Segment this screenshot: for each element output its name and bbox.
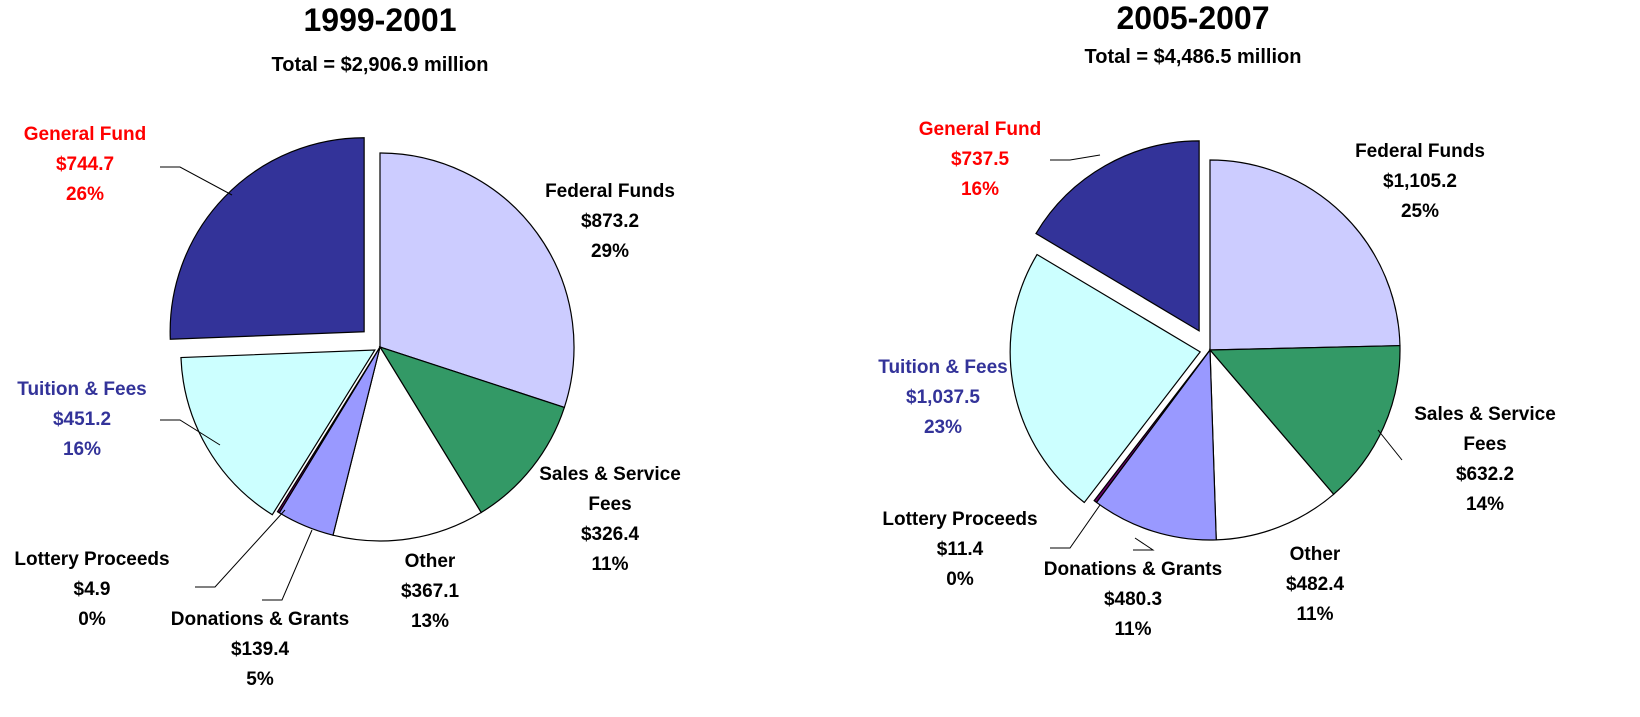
pie-slice bbox=[1208, 345, 1401, 496]
pie-slice bbox=[378, 345, 566, 514]
slice-value: $367.1 bbox=[400, 581, 460, 602]
slice-name: Federal Funds bbox=[1355, 141, 1485, 162]
leader-line bbox=[1377, 429, 1403, 461]
leader-line bbox=[160, 166, 233, 196]
pie-slice bbox=[1209, 159, 1401, 351]
slice-label: Sales & Service Fees $326.4 11% bbox=[525, 460, 695, 580]
pie-slice bbox=[1095, 348, 1217, 541]
leader-line bbox=[262, 529, 313, 601]
pie-slice bbox=[276, 346, 381, 514]
slice-value: $1,037.5 bbox=[906, 387, 980, 408]
slice-label: Federal Funds $873.2 29% bbox=[510, 177, 710, 267]
slice-label: Other $482.4 11% bbox=[1255, 540, 1375, 630]
slice-name: Donations & Grants bbox=[170, 609, 350, 630]
pie-slice bbox=[180, 349, 376, 516]
slice-label: Lottery Proceeds $4.9 0% bbox=[0, 545, 192, 635]
slice-value: $480.3 bbox=[1103, 589, 1163, 610]
slice-name: Lottery Proceeds bbox=[14, 549, 170, 570]
chart-title: 2005-2007 bbox=[1116, 0, 1270, 36]
slice-percent: 11% bbox=[591, 554, 629, 575]
slice-value: $11.4 bbox=[936, 539, 984, 560]
pie-slice bbox=[332, 345, 483, 542]
pie-slice bbox=[379, 152, 575, 409]
slice-label: Lottery Proceeds $11.4 0% bbox=[860, 505, 1060, 595]
slice-percent: 23% bbox=[923, 417, 963, 438]
slice-value: $451.2 bbox=[52, 409, 112, 430]
slice-percent: 0% bbox=[78, 609, 106, 630]
leader-line bbox=[160, 419, 221, 446]
leader-line bbox=[1133, 537, 1155, 551]
slice-percent: 16% bbox=[62, 439, 102, 460]
slice-value: $1,105.2 bbox=[1383, 171, 1457, 192]
slice-label: General Fund $737.5 16% bbox=[880, 115, 1080, 205]
slice-value: $737.5 bbox=[950, 149, 1010, 170]
pie-slice bbox=[169, 137, 365, 340]
chart-subtitle: Total = $4,486.5 million bbox=[1084, 46, 1302, 68]
slice-name: Lottery Proceeds bbox=[882, 509, 1038, 530]
slice-value: $482.4 bbox=[1285, 574, 1345, 595]
slice-name: Other bbox=[1289, 544, 1341, 565]
slice-percent: 14% bbox=[1465, 494, 1505, 515]
leader-line bbox=[1050, 154, 1101, 161]
slice-label: Other $367.1 13% bbox=[370, 547, 490, 637]
leader-line bbox=[195, 509, 286, 588]
slice-name: Tuition & Fees bbox=[878, 357, 1008, 378]
slice-percent: 29% bbox=[590, 241, 630, 262]
slice-name: General Fund bbox=[918, 119, 1042, 140]
pie-slice bbox=[1035, 140, 1200, 332]
slice-label: General Fund $744.7 26% bbox=[0, 120, 185, 210]
chart-subtitle: Total = $2,906.9 million bbox=[271, 54, 489, 76]
slice-name: Sales & Service Fees bbox=[539, 464, 681, 515]
slice-percent: 25% bbox=[1400, 201, 1440, 222]
slice-percent: 11% bbox=[1114, 619, 1152, 640]
slice-name: Donations & Grants bbox=[1043, 559, 1223, 580]
slice-percent: 16% bbox=[960, 179, 1000, 200]
slice-label: Donations & Grants $139.4 5% bbox=[150, 605, 370, 695]
slice-name: Sales & Service Fees bbox=[1414, 404, 1556, 455]
slice-value: $632.2 bbox=[1455, 464, 1515, 485]
slice-label: Donations & Grants $480.3 11% bbox=[1023, 555, 1243, 645]
slice-name: Other bbox=[404, 551, 456, 572]
chart-title: 1999-2001 bbox=[303, 2, 457, 38]
pie-slice bbox=[1093, 349, 1211, 504]
pie-slice bbox=[1209, 348, 1335, 541]
slice-value: $744.7 bbox=[55, 154, 115, 175]
slice-value: $139.4 bbox=[230, 639, 290, 660]
slice-value: $873.2 bbox=[580, 211, 640, 232]
slice-label: Federal Funds $1,105.2 25% bbox=[1320, 137, 1520, 227]
slice-percent: 13% bbox=[410, 611, 450, 632]
slice-name: General Fund bbox=[23, 124, 147, 145]
slice-value: $326.4 bbox=[580, 524, 640, 545]
slice-percent: 0% bbox=[946, 569, 974, 590]
pie-slice bbox=[1009, 253, 1202, 504]
slice-label: Sales & Service Fees $632.2 14% bbox=[1400, 400, 1570, 520]
slice-percent: 26% bbox=[65, 184, 105, 205]
slice-name: Tuition & Fees bbox=[17, 379, 147, 400]
slice-label: Tuition & Fees $451.2 16% bbox=[0, 375, 182, 465]
leader-line bbox=[1050, 504, 1101, 549]
slice-percent: 5% bbox=[246, 669, 274, 690]
slice-percent: 11% bbox=[1296, 604, 1334, 625]
slice-value: $4.9 bbox=[73, 579, 111, 600]
slice-label: Tuition & Fees $1,037.5 23% bbox=[843, 353, 1043, 443]
slice-name: Federal Funds bbox=[545, 181, 675, 202]
